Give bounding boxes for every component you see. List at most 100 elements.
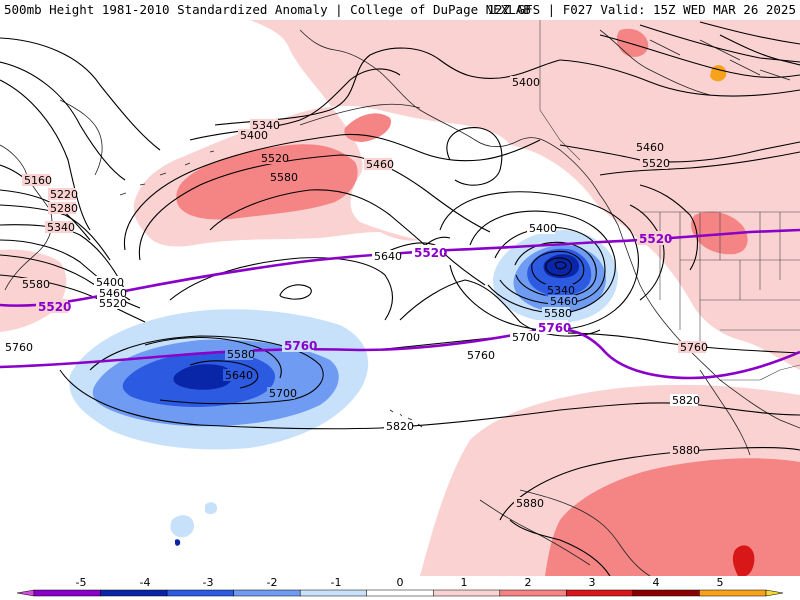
map-title: 500mb Height 1981-2010 Standardized Anom… bbox=[4, 2, 531, 17]
contour-5280 bbox=[0, 204, 111, 261]
contour-label: 5580 bbox=[227, 348, 255, 361]
hawaii bbox=[389, 409, 423, 428]
colorbar-swatch bbox=[566, 589, 634, 597]
contour-5400-e bbox=[559, 59, 800, 97]
canada-islands bbox=[599, 29, 791, 96]
colorbar-swatch bbox=[33, 589, 101, 597]
contour-5880 bbox=[499, 447, 800, 521]
neg-anomaly-dot bbox=[175, 539, 181, 546]
neg-anomaly-small bbox=[170, 515, 195, 538]
neg-anomaly-tiny bbox=[205, 502, 218, 515]
colorbar-tick: -4 bbox=[140, 576, 151, 589]
contour-ne-1 bbox=[599, 34, 800, 78]
contour-label: 5340 bbox=[252, 119, 280, 132]
neg4-anomaly-pac bbox=[173, 364, 233, 390]
contour-label: 5460 bbox=[636, 141, 664, 154]
aleutians bbox=[119, 150, 215, 196]
contour-label: 5460 bbox=[366, 158, 394, 171]
colorbar-tick: 4 bbox=[653, 576, 660, 589]
contour-label: 5520 bbox=[642, 157, 670, 170]
contour-label: 5220 bbox=[50, 188, 78, 201]
highlight-label-5760: 5760 bbox=[284, 339, 317, 353]
colorbar-tick: -3 bbox=[203, 576, 214, 589]
highlight-label-5520: 5520 bbox=[639, 232, 672, 246]
colorbar-tick: 2 bbox=[525, 576, 532, 589]
highlight-5760 bbox=[0, 327, 800, 380]
us-mexico-border bbox=[720, 364, 800, 381]
contour-low-7 bbox=[554, 261, 567, 270]
colorbar-swatch bbox=[233, 589, 301, 597]
neg4-anomaly-low bbox=[543, 254, 580, 279]
contour-label: 5400 bbox=[96, 276, 124, 289]
contour-line bbox=[0, 79, 91, 231]
central-america bbox=[479, 499, 591, 566]
colorbar-tick: 0 bbox=[397, 576, 404, 589]
pos2-anomaly-pac-high bbox=[176, 144, 358, 220]
colorbar-swatch bbox=[433, 589, 501, 597]
contour-low-outer bbox=[439, 191, 639, 331]
colorbar: -5 -4 -3 -2 -1 0 1 2 3 4 5 bbox=[0, 576, 800, 600]
pos2-anomaly-far-ne bbox=[616, 28, 649, 57]
colorbar-swatch bbox=[366, 589, 434, 597]
alaska-peninsula bbox=[299, 103, 421, 126]
contour-trough-a bbox=[446, 127, 503, 186]
contour-label: 5340 bbox=[47, 221, 75, 234]
contour-closed-pac bbox=[279, 284, 312, 300]
pos-anomaly-pac-east bbox=[500, 20, 800, 370]
contour-label: 5880 bbox=[516, 497, 544, 510]
colorbar-tick: -5 bbox=[76, 576, 87, 589]
contour-ne-4 bbox=[719, 34, 800, 66]
west-coast-us bbox=[617, 224, 800, 429]
colorbar-swatch bbox=[632, 589, 700, 597]
colorbar-tick: -2 bbox=[267, 576, 278, 589]
contour-5880-b bbox=[509, 519, 611, 576]
contour-label: 5160 bbox=[24, 174, 52, 187]
contour-5520 bbox=[138, 154, 491, 261]
contour-label: 5760 bbox=[680, 341, 708, 354]
pos-anomaly-alaska bbox=[290, 20, 520, 113]
political-borders bbox=[539, 20, 800, 381]
contour-label: 5760 bbox=[5, 341, 33, 354]
alaska-coast bbox=[299, 29, 619, 226]
colorbar-swatches bbox=[16, 589, 784, 597]
ak-canada-border bbox=[539, 20, 581, 161]
contour-labels: 5160 5220 5280 5340 5400 5460 5520 5580 … bbox=[3, 76, 708, 510]
contour-east-a bbox=[639, 184, 699, 271]
colorbar-tick: -1 bbox=[331, 576, 342, 589]
pos2-anomaly-mexico bbox=[545, 458, 800, 576]
colorbar-swatch bbox=[299, 589, 367, 597]
contour-line bbox=[0, 37, 161, 151]
contour-label: 5400 bbox=[529, 222, 557, 235]
colorbar-tick: 5 bbox=[717, 576, 724, 589]
contour-label: 5580 bbox=[22, 278, 50, 291]
contour-ne-3 bbox=[699, 21, 800, 45]
map-canvas: 5160 5220 5280 5340 5400 5460 5520 5580 … bbox=[0, 20, 800, 576]
highlight-labels: 5520 5520 5520 5760 5760 bbox=[36, 231, 672, 353]
contour-5760 bbox=[374, 332, 800, 354]
pos3-anomaly-mexico bbox=[732, 545, 755, 576]
contour-label: 5460 bbox=[550, 295, 578, 308]
contour-label: 5700 bbox=[269, 387, 297, 400]
kamchatka bbox=[59, 99, 103, 176]
contour-label: 5820 bbox=[672, 394, 700, 407]
contour-label: 5580 bbox=[270, 171, 298, 184]
contour-label: 5400 bbox=[512, 76, 540, 89]
contour-low-6 bbox=[545, 257, 573, 277]
contour-5820 bbox=[59, 369, 800, 430]
highlight-label-5520: 5520 bbox=[414, 246, 447, 260]
contour-label: 5340 bbox=[547, 284, 575, 297]
contour-5580-pac bbox=[144, 337, 282, 379]
contour-label: 5460 bbox=[99, 287, 127, 300]
contour-label: 5520 bbox=[99, 297, 127, 310]
contour-line bbox=[0, 61, 126, 181]
contour-label: 5280 bbox=[50, 202, 78, 215]
baja bbox=[699, 369, 751, 456]
contour-5640-pac bbox=[189, 360, 259, 389]
contour-label: 5400 bbox=[240, 129, 268, 142]
colorbar-ticks: -5 -4 -3 -2 -1 0 1 2 3 4 5 bbox=[76, 576, 724, 589]
contour-5520-e bbox=[599, 151, 800, 176]
contour-label: 5820 bbox=[386, 420, 414, 433]
colorbar-swatch bbox=[499, 589, 567, 597]
contour-5700-low bbox=[399, 279, 601, 337]
contour-label: 5640 bbox=[374, 250, 402, 263]
